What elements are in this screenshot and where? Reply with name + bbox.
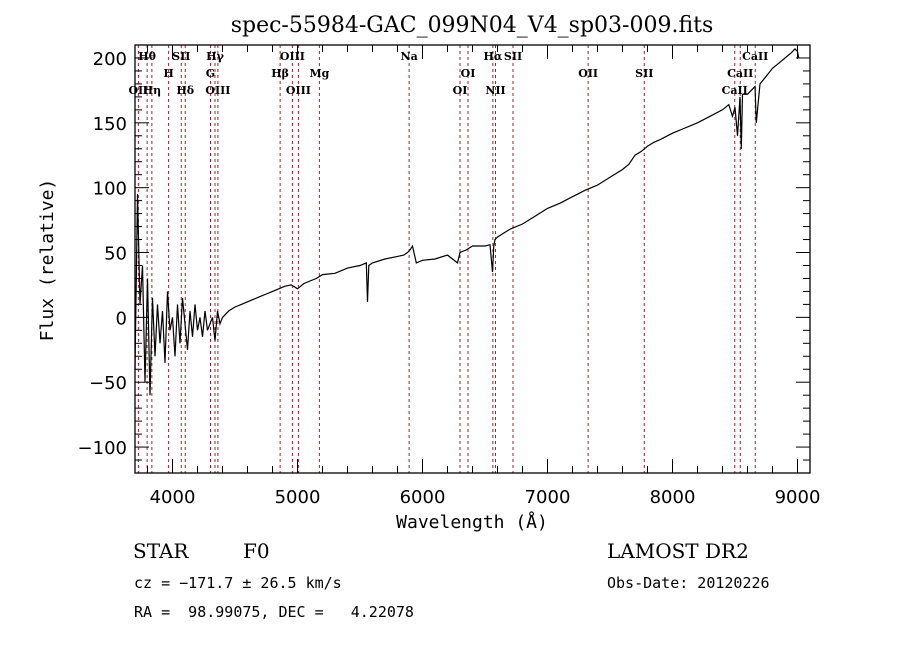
x-tick-label: 4000	[150, 487, 196, 508]
x-tick-label: 6000	[400, 487, 446, 508]
y-axis-tick-labels: −100 −50 0 50 100 150 200	[78, 49, 127, 459]
marker-label: Hη	[143, 84, 161, 97]
marker-label: OI	[453, 84, 468, 97]
y-tick-label: 100	[93, 179, 127, 200]
x-tick-label: 7000	[525, 487, 571, 508]
spectral-line-markers	[137, 45, 756, 473]
marker-label: SII	[635, 67, 653, 80]
y-tick-label: 50	[104, 244, 127, 265]
marker-label: Hθ	[138, 50, 156, 63]
marker-label: Hβ	[271, 67, 289, 80]
marker-label: Hδ	[176, 84, 194, 97]
marker-label: Mg	[309, 67, 329, 80]
object-class: STAR	[133, 539, 189, 563]
marker-label: OI	[461, 67, 476, 80]
marker-label: CaII	[722, 84, 748, 97]
redshift-cz: cz = −171.7 ± 26.5 km/s	[134, 574, 342, 592]
marker-label: Hγ	[206, 50, 224, 63]
spectral-line-labels: HθOIIHηSIIHHδHγGOIIIOIIIHβOIIIMgNaOIOIHα…	[128, 50, 768, 97]
spectrum-line	[134, 48, 800, 396]
y-tick-label: 200	[93, 49, 127, 70]
y-tick-label: 150	[93, 114, 127, 135]
coordinates: RA = 98.99075, DEC = 4.22078	[134, 603, 414, 621]
survey-name: LAMOST DR2	[607, 539, 749, 563]
marker-label: Hα	[483, 50, 502, 63]
x-tick-label: 5000	[275, 487, 321, 508]
marker-label: Na	[401, 50, 418, 63]
y-axis-ticks	[135, 44, 810, 474]
x-axis-ticks	[147, 45, 798, 473]
marker-label: SII	[172, 50, 190, 63]
x-tick-label: 8000	[650, 487, 696, 508]
marker-label: SII	[504, 50, 522, 63]
marker-label: OIII	[205, 84, 230, 97]
marker-label: NII	[485, 84, 505, 97]
object-subclass: F0	[243, 539, 270, 563]
marker-label: OIII	[280, 50, 305, 63]
marker-label: G	[206, 67, 215, 80]
y-tick-label: −100	[78, 438, 127, 459]
marker-label: OII	[128, 84, 148, 97]
marker-label: OII	[578, 67, 598, 80]
x-tick-label: 9000	[775, 487, 821, 508]
marker-label: CaII	[742, 50, 768, 63]
marker-label: CaII	[727, 67, 753, 80]
marker-label: OIII	[286, 84, 311, 97]
x-axis-tick-labels: 4000 5000 6000 7000 8000 9000	[150, 487, 821, 508]
marker-label: H	[163, 67, 173, 80]
plot-frame	[134, 44, 811, 474]
y-tick-label: 0	[116, 308, 127, 329]
y-axis-label: Flux (relative)	[37, 179, 58, 342]
observation-date: Obs-Date: 20120226	[607, 574, 770, 592]
x-axis-label: Wavelength (Å)	[396, 511, 548, 533]
y-tick-label: −50	[89, 373, 127, 394]
chart-title: spec-55984-GAC_099N04_V4_sp03-009.fits	[231, 13, 714, 38]
